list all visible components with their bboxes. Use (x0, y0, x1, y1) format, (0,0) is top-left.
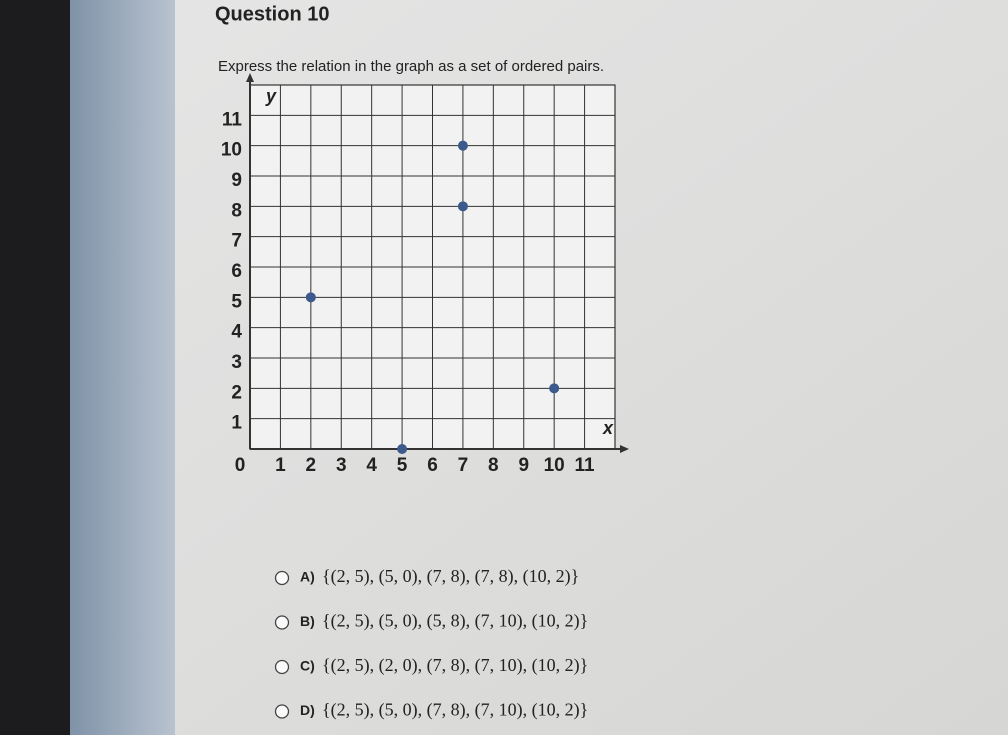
y-tick-label: 10 (221, 140, 242, 161)
x-tick-label: 1 (275, 455, 286, 476)
x-tick-label: 0 (235, 455, 246, 476)
x-arrow (620, 445, 629, 453)
option-letter[interactable]: D) (300, 702, 315, 718)
point (397, 444, 408, 454)
option-text[interactable]: {(2, 5), (5, 0), (7, 8), (7, 8), (10, 2)… (322, 566, 579, 587)
options: A) {(2, 5), (5, 0), (7, 8), (7, 8), (10, … (274, 566, 588, 721)
radio-button[interactable] (274, 615, 290, 630)
option-letter[interactable]: B) (300, 613, 315, 629)
y-tick-label: 9 (231, 170, 242, 191)
y-axis-label: y (265, 86, 277, 106)
sidebar (70, 0, 175, 735)
bezel (0, 0, 70, 735)
y-tick-label: 8 (231, 200, 242, 221)
x-tick-label: 7 (458, 455, 469, 476)
x-axis-label: x (602, 418, 614, 438)
x-tick-label: 11 (575, 455, 596, 476)
point (549, 383, 560, 394)
option-text[interactable]: {(2, 5), (5, 0), (7, 8), (7, 10), (10, 2… (322, 700, 588, 721)
y-tick-label: 5 (231, 291, 242, 312)
radio-button[interactable] (274, 570, 290, 586)
point (457, 201, 468, 212)
y-tick-label: 1 (231, 413, 242, 434)
y-tick-label: 3 (231, 352, 242, 373)
x-tick-label: 2 (306, 455, 317, 476)
x-tick-label: 6 (427, 455, 438, 476)
x-tick-label: 8 (488, 455, 499, 476)
point (457, 140, 468, 151)
option-text[interactable]: {(2, 5), (5, 0), (5, 8), (7, 10), (10, 2… (322, 611, 588, 632)
x-tick-label: 5 (397, 455, 408, 476)
y-tick-label: 7 (231, 231, 242, 252)
radio-button[interactable] (274, 659, 290, 675)
x-tick-label: 9 (518, 455, 529, 476)
y-tick-label: 11 (222, 109, 243, 130)
y-arrow (246, 73, 254, 82)
y-tick-label: 4 (231, 322, 242, 343)
x-tick-label: 10 (544, 455, 565, 476)
x-tick-label: 3 (336, 455, 347, 476)
y-tick-label: 2 (231, 382, 242, 403)
radio-button[interactable] (274, 704, 290, 719)
option-letter[interactable]: C) (300, 658, 315, 674)
point (305, 292, 316, 303)
y-tick-label: 6 (231, 261, 242, 282)
option-letter[interactable]: A) (300, 569, 315, 585)
question-prompt: Express the relation in the graph as a s… (218, 58, 604, 75)
x-tick-label: 4 (366, 455, 377, 476)
option-text[interactable]: {(2, 5), (2, 0), (7, 8), (7, 10), (10, 2… (322, 655, 588, 676)
question-title: Question 10 (215, 3, 329, 25)
